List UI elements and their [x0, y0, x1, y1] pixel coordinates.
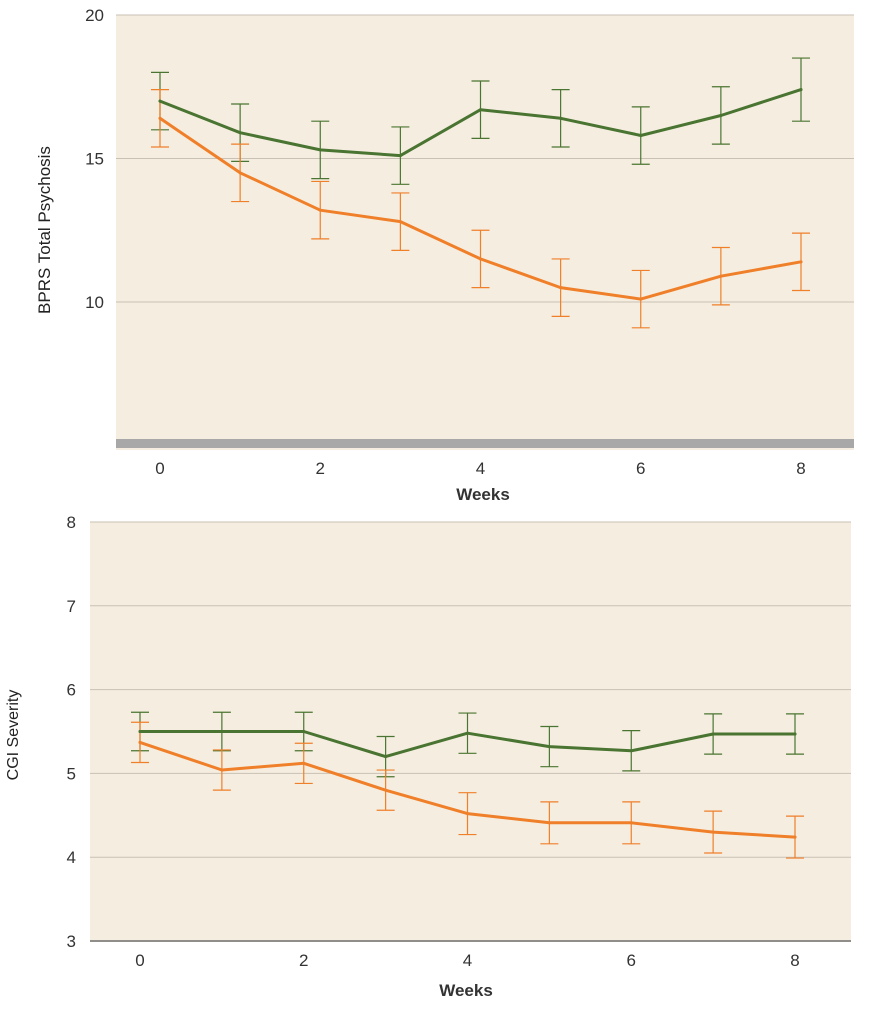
- cgi-green-error-bar-7: [704, 713, 723, 755]
- cgi-orange-point-1: [220, 768, 224, 772]
- bprs-x-tick-label-6: 6: [636, 459, 645, 478]
- bprs-x-tick-label-8: 8: [796, 459, 805, 478]
- cgi-plot-background: [90, 522, 851, 942]
- cgi-orange-point-0: [138, 740, 142, 744]
- bprs-orange-point-4: [479, 257, 482, 261]
- cgi-green-point-4: [466, 731, 469, 735]
- cgi-x-tick-label-6: 6: [627, 951, 636, 970]
- cgi-green-point-5: [547, 745, 551, 749]
- cgi-orange-point-3: [384, 788, 388, 792]
- bprs-green-point-7: [719, 113, 723, 117]
- cgi-x-tick-label-4: 4: [463, 951, 472, 970]
- cgi-green-point-2: [302, 730, 306, 733]
- cgi-orange-point-8: [793, 835, 797, 839]
- cgi-x-tick-label-0: 0: [135, 951, 144, 970]
- cgi-y-tick-label-8: 8: [67, 513, 76, 532]
- cgi-green-point-0: [138, 730, 142, 733]
- bprs-y-tick-label-10: 10: [85, 293, 104, 312]
- cgi-green-point-3: [384, 755, 388, 759]
- bprs-x-tick-label-4: 4: [476, 459, 485, 478]
- bprs-x-tick-label-2: 2: [316, 459, 325, 478]
- cgi-y-tick-label-7: 7: [67, 597, 76, 616]
- bprs-x-axis-bar: [116, 439, 854, 448]
- cgi-orange-point-6: [629, 821, 633, 825]
- bprs-x-tick-label-0: 0: [155, 459, 164, 478]
- cgi-orange-point-4: [466, 812, 469, 816]
- cgi-green-point-1: [220, 730, 224, 733]
- cgi-y-tick-label-5: 5: [67, 764, 76, 783]
- cgi-orange-series-line: [138, 740, 797, 839]
- cgi-green-point-7: [711, 732, 715, 736]
- cgi-orange-error-bar-1: [212, 749, 231, 791]
- bprs-orange-point-5: [559, 286, 563, 290]
- cgi-orange-error-bar-4: [458, 792, 477, 836]
- cgi-x-tick-label-8: 8: [790, 951, 799, 970]
- cgi-green-error-bar-8: [786, 713, 804, 755]
- cgi-x-axis-label: Weeks: [439, 981, 493, 1000]
- bprs-green-point-5: [559, 116, 563, 120]
- bprs-green-point-8: [799, 88, 803, 92]
- bprs-green-point-4: [479, 108, 482, 112]
- bprs-y-tick-label-20: 20: [85, 6, 104, 25]
- cgi-y-tick-label-4: 4: [67, 848, 76, 867]
- cgi-orange-error-bar-5: [540, 801, 559, 845]
- bprs-chart: 10 15 20 0 2 4 6 8 Weeks BPRS Total Psychosis: [35, 6, 854, 504]
- cgi-green-error-bar-5: [540, 725, 559, 768]
- cgi-orange-point-2: [302, 761, 306, 765]
- bprs-x-axis-label: Weeks: [456, 485, 510, 504]
- bprs-orange-point-6: [639, 297, 643, 301]
- cgi-y-tick-label-6: 6: [67, 681, 76, 700]
- cgi-green-error-bar-4: [458, 712, 477, 754]
- cgi-green-error-bar-1: [212, 711, 231, 752]
- cgi-orange-error-bar-0: [131, 721, 149, 764]
- bprs-orange-point-0: [158, 116, 162, 120]
- bprs-green-point-3: [398, 154, 402, 158]
- bprs-plot-background: [116, 15, 854, 450]
- cgi-y-tick-label-3: 3: [67, 932, 76, 951]
- bprs-green-point-0: [158, 99, 162, 103]
- bprs-y-axis-label: BPRS Total Psychosis: [35, 146, 54, 314]
- cgi-orange-error-bar-7: [704, 810, 723, 854]
- cgi-green-error-bar-3: [376, 735, 395, 778]
- cgi-orange-error-bar-2: [294, 742, 313, 785]
- bprs-orange-point-8: [799, 260, 803, 264]
- cgi-orange-point-5: [547, 821, 551, 825]
- bprs-orange-point-1: [238, 171, 242, 175]
- cgi-orange-error-bar-6: [622, 801, 641, 845]
- bprs-orange-point-7: [719, 274, 723, 278]
- bprs-orange-point-3: [398, 220, 402, 224]
- bprs-y-tick-label-15: 15: [85, 150, 104, 169]
- cgi-green-point-6: [629, 749, 633, 753]
- cgi-y-axis-label: CGI Severity: [5, 690, 22, 781]
- cgi-orange-point-7: [711, 830, 715, 834]
- bprs-green-point-2: [318, 148, 322, 152]
- bprs-green-point-1: [238, 131, 242, 135]
- cgi-green-point-8: [793, 732, 797, 736]
- cgi-x-tick-label-2: 2: [299, 951, 308, 970]
- bprs-green-point-6: [639, 134, 643, 138]
- bprs-orange-point-2: [318, 208, 322, 212]
- cgi-orange-error-bar-3: [376, 769, 395, 811]
- cgi-green-error-bar-0: [131, 711, 149, 752]
- cgi-green-series-line: [138, 730, 797, 759]
- cgi-orange-error-bar-8: [786, 815, 804, 859]
- cgi-green-error-bar-2: [294, 711, 313, 752]
- cgi-green-error-bar-6: [622, 730, 641, 772]
